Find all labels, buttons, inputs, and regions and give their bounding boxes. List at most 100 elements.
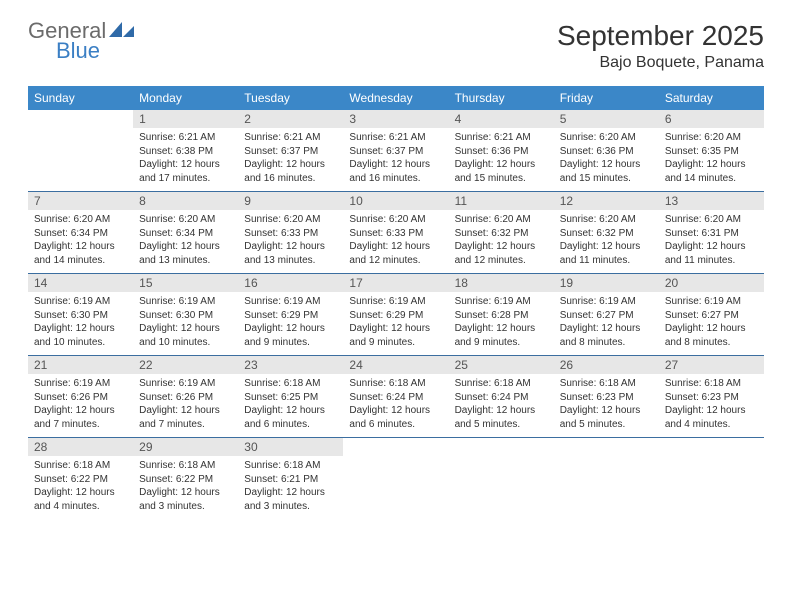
daylight1-text: Daylight: 12 hours: [244, 158, 337, 172]
day-details: [659, 442, 764, 500]
sunrise-text: Sunrise: 6:21 AM: [349, 131, 442, 145]
daylight2-text: and 14 minutes.: [665, 172, 758, 186]
daylight2-text: and 4 minutes.: [34, 500, 127, 514]
calendar-day-cell: 7Sunrise: 6:20 AMSunset: 6:34 PMDaylight…: [28, 192, 133, 274]
sunset-text: Sunset: 6:21 PM: [244, 473, 337, 487]
sunrise-text: Sunrise: 6:20 AM: [665, 131, 758, 145]
sunrise-text: Sunrise: 6:20 AM: [665, 213, 758, 227]
day-number: 20: [659, 274, 764, 292]
sunset-text: Sunset: 6:30 PM: [139, 309, 232, 323]
day-details: [28, 114, 133, 172]
daylight1-text: Daylight: 12 hours: [665, 158, 758, 172]
day-number: 24: [343, 356, 448, 374]
day-details: Sunrise: 6:18 AMSunset: 6:22 PMDaylight:…: [133, 456, 238, 519]
day-details: Sunrise: 6:18 AMSunset: 6:25 PMDaylight:…: [238, 374, 343, 437]
day-number: 9: [238, 192, 343, 210]
sunrise-text: Sunrise: 6:18 AM: [349, 377, 442, 391]
day-details: Sunrise: 6:18 AMSunset: 6:24 PMDaylight:…: [343, 374, 448, 437]
day-details: Sunrise: 6:20 AMSunset: 6:33 PMDaylight:…: [238, 210, 343, 273]
day-details: Sunrise: 6:20 AMSunset: 6:36 PMDaylight:…: [554, 128, 659, 191]
sunrise-text: Sunrise: 6:19 AM: [139, 295, 232, 309]
day-details: Sunrise: 6:18 AMSunset: 6:21 PMDaylight:…: [238, 456, 343, 519]
daylight2-text: and 13 minutes.: [244, 254, 337, 268]
day-number: 16: [238, 274, 343, 292]
day-header: Saturday: [659, 86, 764, 110]
daylight1-text: Daylight: 12 hours: [244, 486, 337, 500]
day-details: [449, 442, 554, 500]
day-details: Sunrise: 6:20 AMSunset: 6:35 PMDaylight:…: [659, 128, 764, 191]
daylight1-text: Daylight: 12 hours: [139, 322, 232, 336]
day-details: Sunrise: 6:21 AMSunset: 6:37 PMDaylight:…: [238, 128, 343, 191]
day-details: Sunrise: 6:20 AMSunset: 6:34 PMDaylight:…: [28, 210, 133, 273]
day-number: 23: [238, 356, 343, 374]
daylight1-text: Daylight: 12 hours: [139, 486, 232, 500]
day-details: Sunrise: 6:21 AMSunset: 6:37 PMDaylight:…: [343, 128, 448, 191]
daylight1-text: Daylight: 12 hours: [34, 486, 127, 500]
calendar-page: General Blue September 2025 Bajo Boquete…: [0, 0, 792, 539]
day-header: Wednesday: [343, 86, 448, 110]
calendar-day-cell: [554, 438, 659, 520]
daylight2-text: and 15 minutes.: [560, 172, 653, 186]
sunrise-text: Sunrise: 6:21 AM: [455, 131, 548, 145]
sunrise-text: Sunrise: 6:20 AM: [560, 131, 653, 145]
calendar-day-cell: 10Sunrise: 6:20 AMSunset: 6:33 PMDayligh…: [343, 192, 448, 274]
sunset-text: Sunset: 6:27 PM: [560, 309, 653, 323]
daylight1-text: Daylight: 12 hours: [34, 404, 127, 418]
sunrise-text: Sunrise: 6:20 AM: [560, 213, 653, 227]
day-header: Sunday: [28, 86, 133, 110]
daylight1-text: Daylight: 12 hours: [455, 322, 548, 336]
sunrise-text: Sunrise: 6:19 AM: [244, 295, 337, 309]
sunrise-text: Sunrise: 6:20 AM: [349, 213, 442, 227]
sunrise-text: Sunrise: 6:18 AM: [34, 459, 127, 473]
calendar-day-cell: [28, 110, 133, 192]
sunrise-text: Sunrise: 6:21 AM: [139, 131, 232, 145]
day-number: 14: [28, 274, 133, 292]
location-subtitle: Bajo Boquete, Panama: [557, 54, 764, 72]
calendar-day-cell: 5Sunrise: 6:20 AMSunset: 6:36 PMDaylight…: [554, 110, 659, 192]
daylight1-text: Daylight: 12 hours: [349, 322, 442, 336]
month-title: September 2025: [557, 20, 764, 52]
day-number: 25: [449, 356, 554, 374]
daylight2-text: and 9 minutes.: [244, 336, 337, 350]
calendar-day-cell: 28Sunrise: 6:18 AMSunset: 6:22 PMDayligh…: [28, 438, 133, 520]
daylight1-text: Daylight: 12 hours: [560, 404, 653, 418]
day-details: Sunrise: 6:18 AMSunset: 6:22 PMDaylight:…: [28, 456, 133, 519]
calendar-day-cell: 22Sunrise: 6:19 AMSunset: 6:26 PMDayligh…: [133, 356, 238, 438]
sunset-text: Sunset: 6:37 PM: [349, 145, 442, 159]
daylight1-text: Daylight: 12 hours: [455, 158, 548, 172]
sunrise-text: Sunrise: 6:19 AM: [349, 295, 442, 309]
daylight1-text: Daylight: 12 hours: [34, 322, 127, 336]
calendar-day-cell: [343, 438, 448, 520]
page-header: General Blue September 2025 Bajo Boquete…: [28, 20, 764, 72]
day-details: Sunrise: 6:21 AMSunset: 6:38 PMDaylight:…: [133, 128, 238, 191]
day-number: 28: [28, 438, 133, 456]
day-details: Sunrise: 6:19 AMSunset: 6:28 PMDaylight:…: [449, 292, 554, 355]
calendar-body: 1Sunrise: 6:21 AMSunset: 6:38 PMDaylight…: [28, 110, 764, 519]
calendar-day-cell: 3Sunrise: 6:21 AMSunset: 6:37 PMDaylight…: [343, 110, 448, 192]
sunset-text: Sunset: 6:34 PM: [139, 227, 232, 241]
daylight2-text: and 6 minutes.: [349, 418, 442, 432]
calendar-day-cell: 15Sunrise: 6:19 AMSunset: 6:30 PMDayligh…: [133, 274, 238, 356]
calendar-day-cell: 16Sunrise: 6:19 AMSunset: 6:29 PMDayligh…: [238, 274, 343, 356]
brand-logo: General Blue: [28, 20, 135, 62]
calendar-day-cell: 20Sunrise: 6:19 AMSunset: 6:27 PMDayligh…: [659, 274, 764, 356]
sunset-text: Sunset: 6:22 PM: [34, 473, 127, 487]
daylight2-text: and 16 minutes.: [244, 172, 337, 186]
day-number: 29: [133, 438, 238, 456]
day-number: 3: [343, 110, 448, 128]
day-details: Sunrise: 6:19 AMSunset: 6:30 PMDaylight:…: [133, 292, 238, 355]
calendar-week-row: 14Sunrise: 6:19 AMSunset: 6:30 PMDayligh…: [28, 274, 764, 356]
day-details: Sunrise: 6:19 AMSunset: 6:27 PMDaylight:…: [554, 292, 659, 355]
sunrise-text: Sunrise: 6:19 AM: [455, 295, 548, 309]
day-details: Sunrise: 6:20 AMSunset: 6:31 PMDaylight:…: [659, 210, 764, 273]
calendar-week-row: 7Sunrise: 6:20 AMSunset: 6:34 PMDaylight…: [28, 192, 764, 274]
calendar-day-cell: 23Sunrise: 6:18 AMSunset: 6:25 PMDayligh…: [238, 356, 343, 438]
day-number: 10: [343, 192, 448, 210]
sail-icon: [109, 20, 135, 42]
day-details: Sunrise: 6:18 AMSunset: 6:23 PMDaylight:…: [554, 374, 659, 437]
day-number: 22: [133, 356, 238, 374]
day-details: Sunrise: 6:20 AMSunset: 6:32 PMDaylight:…: [449, 210, 554, 273]
daylight1-text: Daylight: 12 hours: [244, 322, 337, 336]
daylight2-text: and 10 minutes.: [34, 336, 127, 350]
sunrise-text: Sunrise: 6:18 AM: [244, 377, 337, 391]
